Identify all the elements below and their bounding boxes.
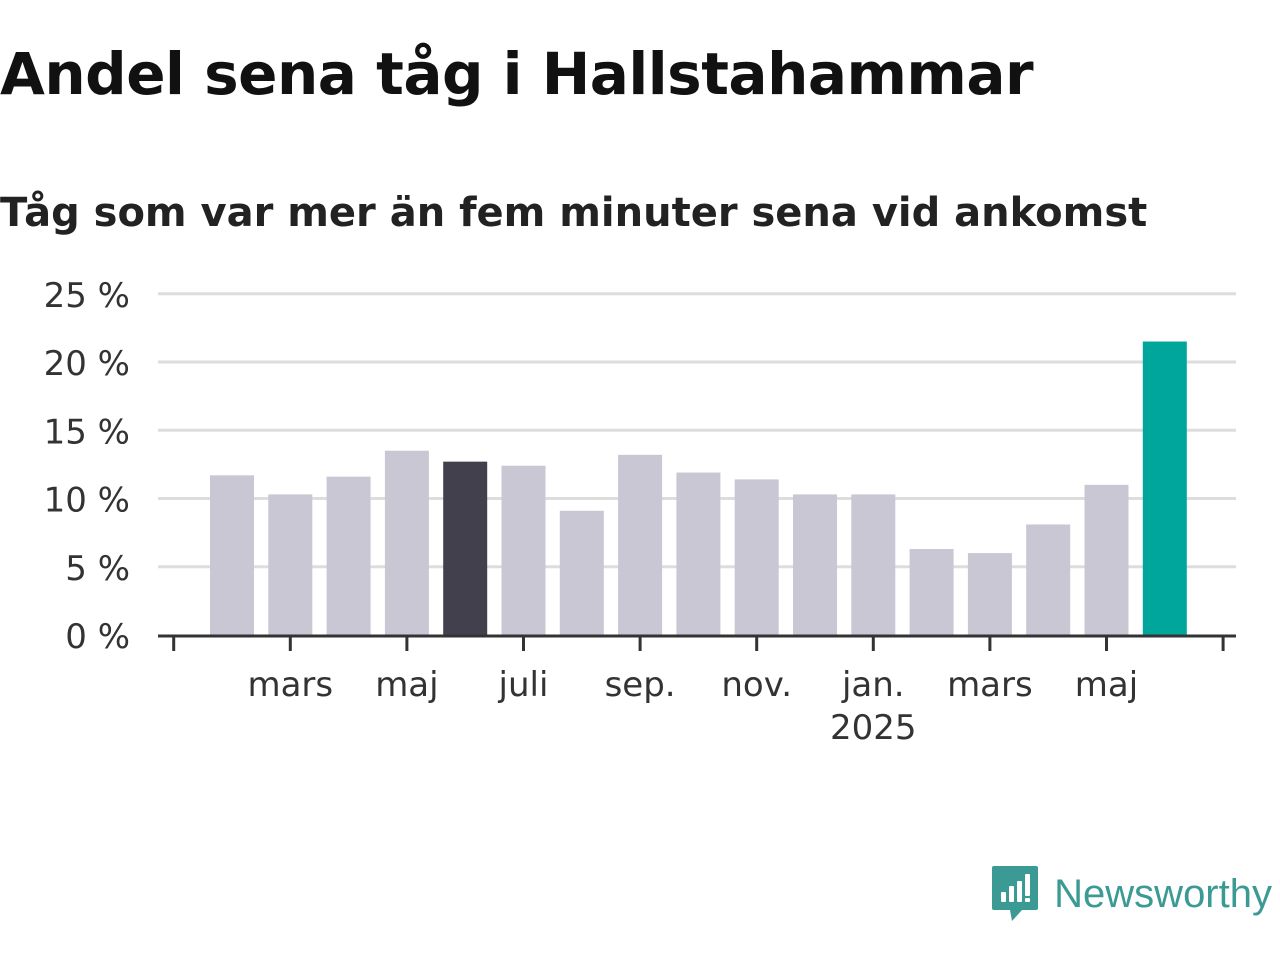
bar xyxy=(384,450,429,635)
newsworthy-logo-icon xyxy=(992,866,1039,921)
bar xyxy=(734,479,779,635)
bar xyxy=(268,494,313,635)
x-axis: mars maj juli sep. nov. jan.2025 mars maj xyxy=(158,634,1236,748)
bar xyxy=(909,549,954,635)
bar xyxy=(1026,524,1071,635)
bar xyxy=(210,475,254,635)
x-tick-label: maj xyxy=(375,665,438,705)
x-tick-year-label: 2025 xyxy=(830,708,917,748)
bar xyxy=(326,476,371,635)
bar xyxy=(676,472,721,635)
y-tick-label: 10 % xyxy=(44,481,130,521)
y-tick-label: 25 % xyxy=(44,276,130,316)
bar xyxy=(618,454,663,635)
y-tick-label: 20 % xyxy=(44,344,130,384)
chart-title: Andel sena tåg i Hallstahammar xyxy=(0,40,1034,108)
x-tick-label: sep. xyxy=(605,665,676,705)
bar xyxy=(501,465,546,635)
x-tick-label: mars xyxy=(247,665,333,705)
bar xyxy=(851,494,896,635)
bar xyxy=(967,553,1012,635)
bar xyxy=(559,510,604,635)
chart-subtitle: Tåg som var mer än fem minuter sena vid … xyxy=(0,190,1148,236)
y-tick-label: 5 % xyxy=(65,549,130,589)
x-tick-label: nov. xyxy=(721,665,792,705)
bar-highlighted xyxy=(443,461,488,635)
x-tick-label: jan. xyxy=(841,665,905,705)
x-tick-label: mars xyxy=(947,665,1033,705)
bars xyxy=(210,341,1187,635)
y-axis-labels: 0 % 5 % 10 % 15 % 20 % 25 % xyxy=(44,276,130,657)
y-tick-label: 15 % xyxy=(44,412,130,452)
bar-latest xyxy=(1142,341,1187,635)
y-tick-label: 0 % xyxy=(65,617,130,657)
brand-logo: Newsworthy xyxy=(990,864,1272,924)
bar-chart: 0 % 5 % 10 % 15 % 20 % 25 % mars maj juli sep. no… xyxy=(44,276,1236,748)
x-tick-label: juli xyxy=(498,665,549,705)
bar xyxy=(793,494,837,635)
brand-name: Newsworthy xyxy=(1054,871,1272,916)
bar xyxy=(1084,484,1129,635)
x-tick-label: maj xyxy=(1075,665,1138,705)
